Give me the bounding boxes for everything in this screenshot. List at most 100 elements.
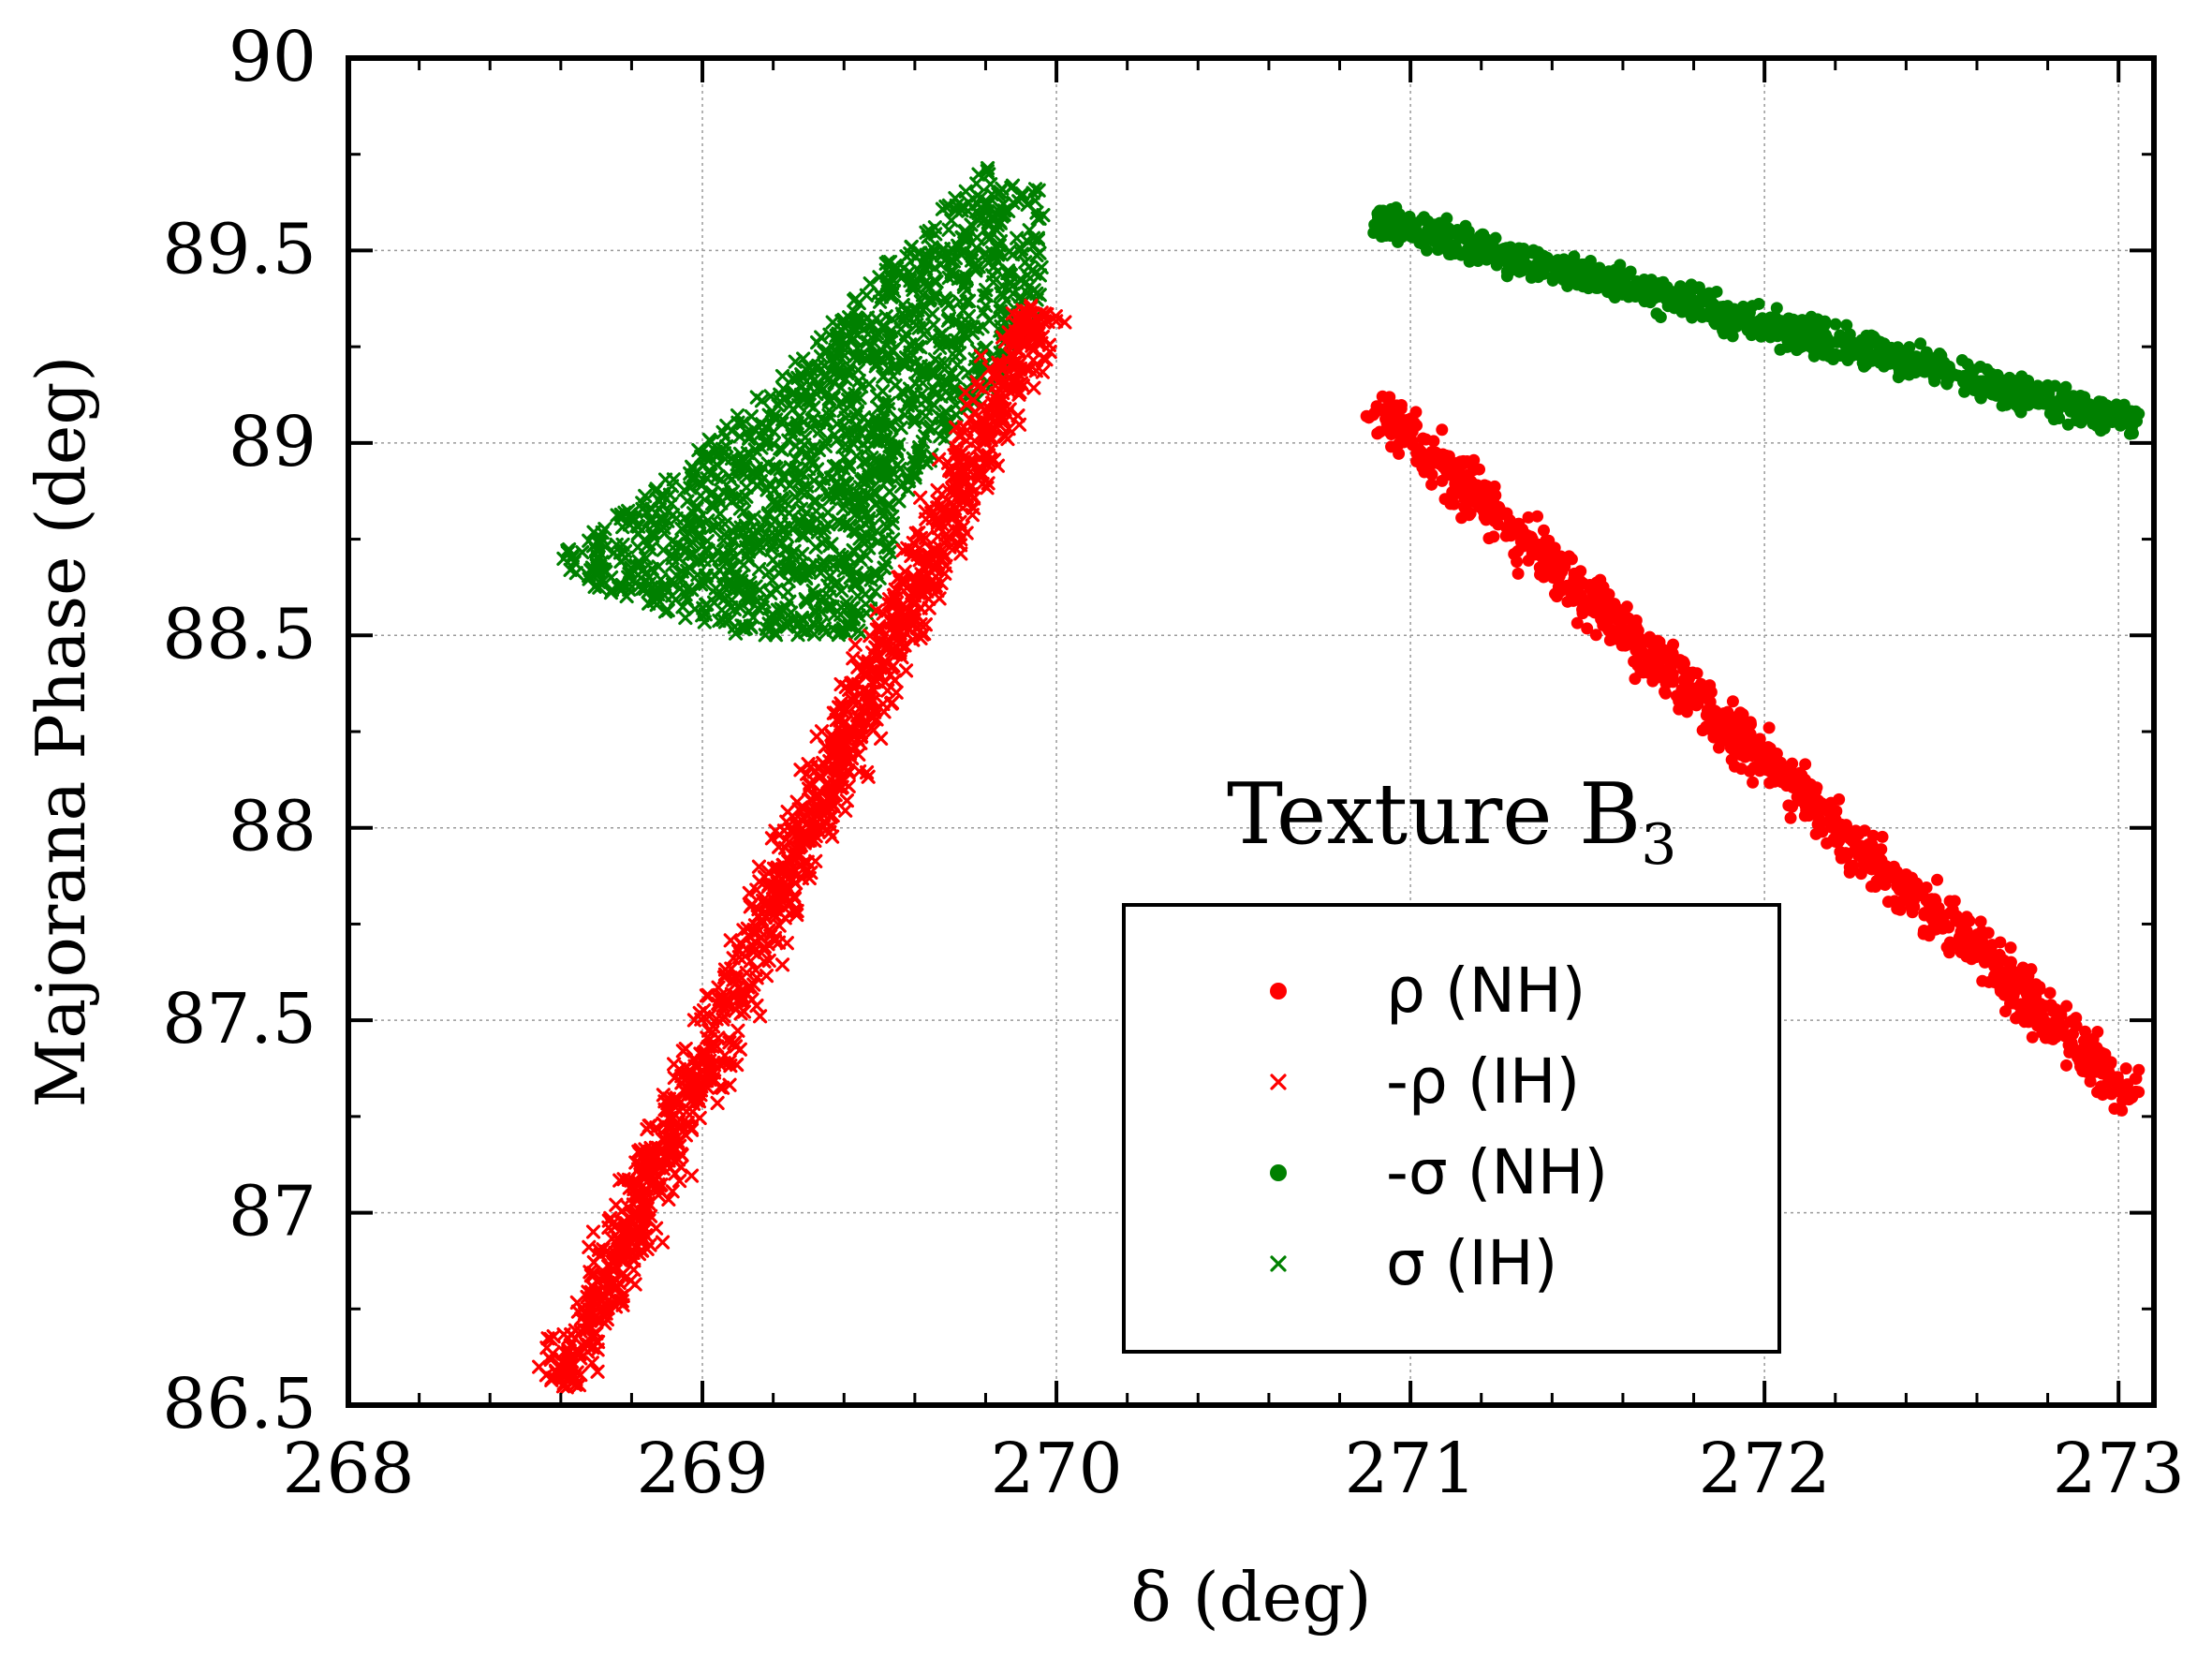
point-cross-green [774, 476, 789, 491]
point-cross-green [760, 456, 775, 471]
point-cross-green [799, 505, 814, 520]
point-cross-red [932, 452, 947, 467]
point-cross-green [882, 419, 898, 434]
point-cross-green [966, 248, 981, 263]
point-cross-green [674, 521, 689, 537]
point-dot-red [1744, 728, 1757, 741]
point-cross-green [856, 454, 871, 469]
point-cross-green [758, 628, 773, 643]
point-dot-red [1948, 895, 1961, 908]
point-dot-green [1823, 350, 1836, 363]
point-cross-green [908, 376, 923, 392]
point-cross-green [890, 260, 905, 276]
point-dot-green [1796, 325, 1809, 338]
point-cross-red [584, 1355, 599, 1370]
point-cross-green [848, 291, 863, 306]
point-cross-green [764, 517, 779, 532]
point-cross-green [901, 474, 916, 489]
point-dot-red [1876, 863, 1889, 876]
point-cross-green [630, 540, 645, 555]
point-dot-red [1762, 721, 1776, 734]
point-dot-green [1577, 258, 1590, 271]
point-cross-green [862, 377, 877, 392]
point-cross-green [582, 533, 597, 548]
point-dot-red [1835, 852, 1848, 865]
point-dot-red [2046, 1032, 2059, 1045]
point-cross-green [926, 397, 942, 413]
point-cross-green [841, 363, 856, 378]
point-cross-green [885, 312, 900, 327]
point-dot-red [1924, 896, 1937, 910]
point-cross-green [678, 610, 693, 626]
point-cross-green [754, 522, 770, 537]
point-dot-green [2099, 415, 2112, 428]
point-cross-green [715, 441, 730, 456]
point-cross-green [820, 599, 835, 614]
point-dot-red [1701, 691, 1714, 704]
point-cross-green [847, 304, 862, 319]
point-cross-green [769, 615, 785, 630]
point-cross-green [777, 559, 792, 574]
point-cross-green [1032, 268, 1047, 283]
point-cross-green [809, 386, 824, 402]
point-cross-green [744, 585, 759, 600]
point-dot-green [1613, 262, 1626, 275]
point-cross-green [765, 552, 781, 568]
point-dot-red [2076, 1053, 2089, 1066]
point-cross-green [764, 538, 780, 553]
point-cross-green [817, 414, 832, 429]
point-cross-green [645, 528, 660, 543]
point-cross-green [769, 461, 784, 476]
point-cross-green [717, 615, 733, 630]
point-cross-green [708, 581, 724, 596]
point-dot-green [1918, 365, 1931, 378]
point-dot-green [2051, 402, 2064, 415]
point-cross-red [789, 907, 804, 923]
point-cross-green [872, 414, 887, 429]
point-cross-red [898, 663, 914, 678]
point-dot-red [1747, 776, 1760, 789]
point-cross-green [674, 564, 689, 579]
point-dot-green [1806, 332, 1820, 345]
point-cross-red [745, 992, 759, 1007]
point-cross-green [863, 592, 878, 607]
point-dot-green [1753, 323, 1766, 336]
point-dot-red [1654, 669, 1667, 682]
point-cross-red [1011, 417, 1027, 432]
point-dot-red [1409, 406, 1423, 419]
point-cross-green [1027, 182, 1043, 197]
point-cross-green [1026, 283, 1041, 298]
point-cross-green [850, 363, 866, 378]
point-dot-green [1689, 297, 1703, 310]
point-dot-red [1675, 683, 1688, 696]
point-cross-green [759, 419, 774, 435]
point-dot-green [1368, 218, 1381, 231]
point-dot-red [1457, 454, 1470, 467]
point-dot-red [2005, 993, 2018, 1006]
point-cross-green [732, 462, 747, 477]
point-dot-green [1674, 280, 1687, 293]
point-cross-green [898, 358, 913, 373]
point-dot-green [1685, 278, 1698, 291]
point-cross-red [715, 1012, 730, 1027]
point-dot-green [1726, 330, 1739, 343]
point-dot-red [1931, 873, 1944, 886]
point-dot-green [1706, 307, 1719, 320]
point-cross-red [595, 1312, 610, 1328]
point-dot-red [1526, 544, 1539, 557]
point-cross-green [992, 238, 1007, 253]
point-cross-green [810, 525, 825, 540]
point-dot-red [1970, 951, 1983, 964]
point-dot-red [2049, 1003, 2062, 1016]
point-dot-red [1714, 719, 1727, 733]
point-dot-red [1571, 573, 1585, 586]
point-dot-green [2015, 370, 2028, 383]
point-dot-green [2023, 395, 2036, 408]
point-cross-red [1048, 309, 1064, 324]
point-cross-green [946, 254, 962, 269]
point-dot-red [1976, 974, 1989, 987]
point-cross-green [861, 514, 877, 529]
point-dot-red [1498, 507, 1512, 520]
point-cross-red [759, 969, 774, 984]
